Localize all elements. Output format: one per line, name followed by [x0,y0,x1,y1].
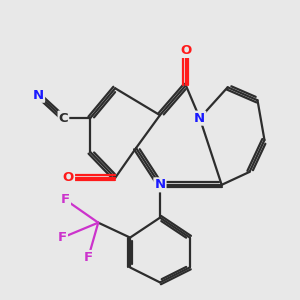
Text: O: O [180,44,191,57]
Text: N: N [33,89,44,102]
Text: C: C [58,112,68,124]
Text: N: N [194,112,205,124]
Text: O: O [63,171,74,184]
Text: F: F [58,231,67,244]
Text: N: N [154,178,166,191]
Text: F: F [61,193,70,206]
Text: F: F [84,251,93,264]
